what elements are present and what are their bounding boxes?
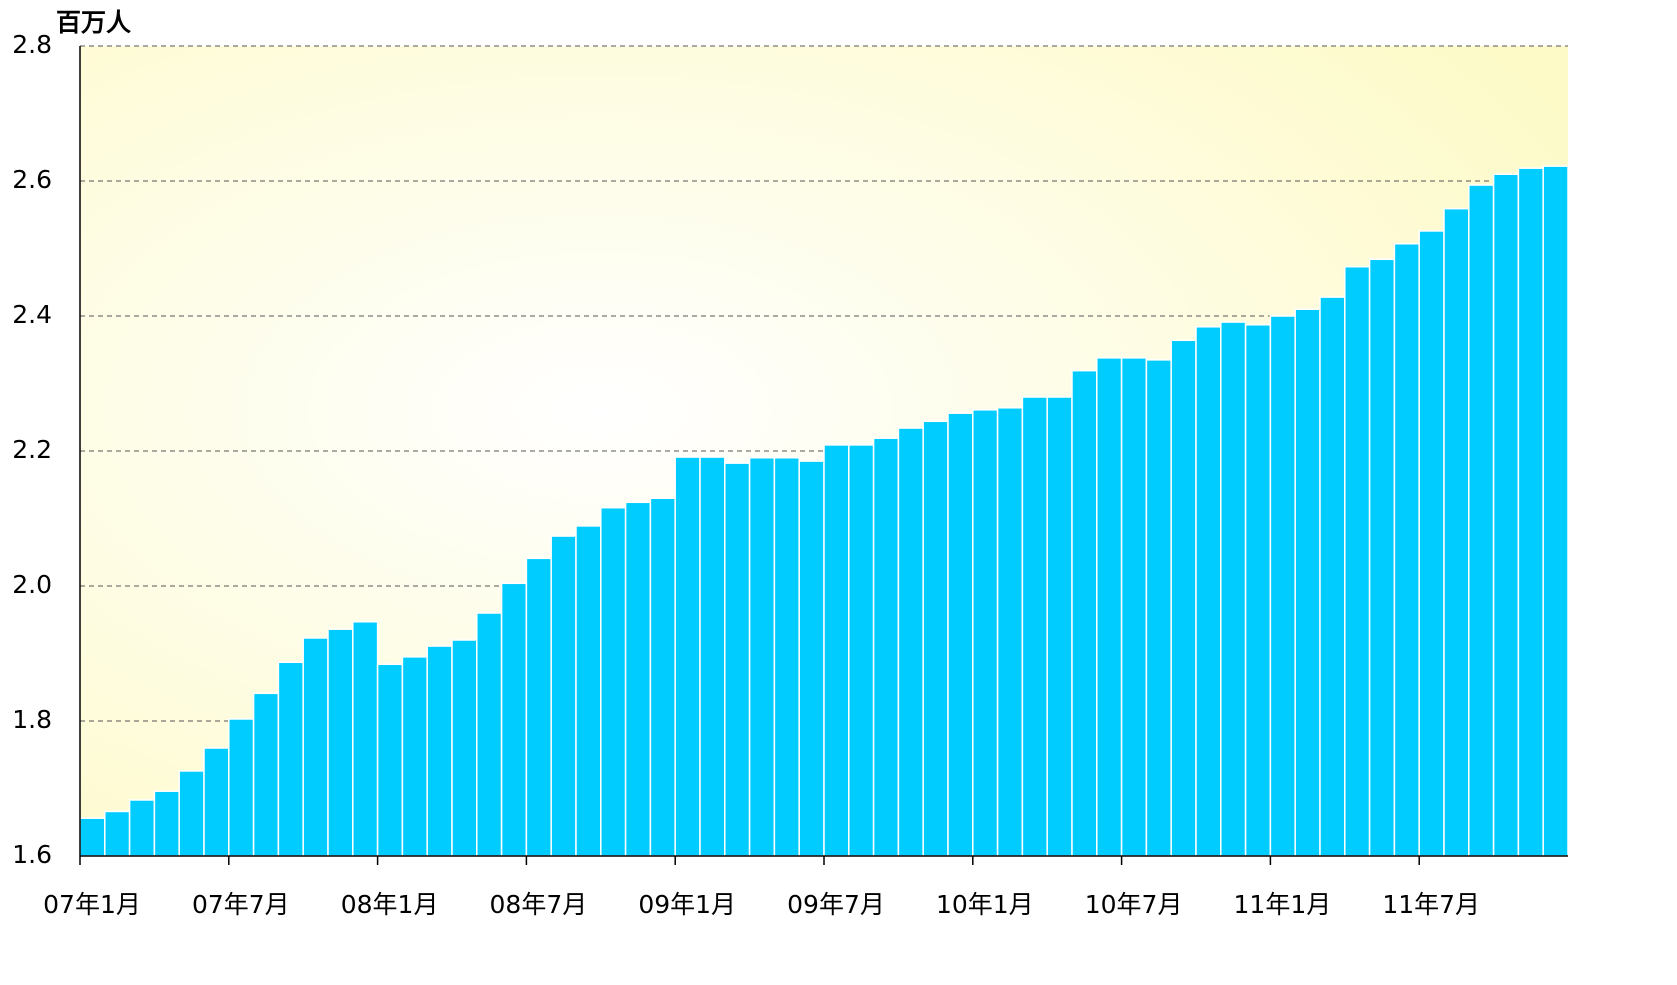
bar	[600, 506, 627, 857]
bar	[624, 501, 652, 857]
bar	[79, 817, 106, 857]
bar	[1294, 308, 1321, 857]
bar	[1145, 359, 1172, 857]
bar	[153, 790, 180, 857]
bar	[1021, 396, 1048, 857]
bar	[699, 456, 726, 857]
bar	[228, 718, 255, 857]
bar	[525, 557, 552, 857]
bar	[872, 437, 900, 857]
x-tick-label: 10年1月	[936, 890, 1034, 919]
bar	[947, 412, 974, 857]
y-tick-label: 2.4	[12, 300, 52, 329]
bar	[748, 457, 776, 857]
bar	[1368, 258, 1396, 857]
y-tick-label: 1.8	[12, 705, 52, 734]
x-tick-label: 09年1月	[638, 890, 736, 919]
bar	[1542, 165, 1569, 857]
bar	[823, 444, 850, 857]
bar	[1443, 207, 1470, 857]
bar	[922, 420, 949, 857]
bar	[1071, 369, 1098, 857]
x-tick-label: 11年7月	[1382, 890, 1480, 919]
bar	[848, 444, 875, 857]
x-tick-label: 09年7月	[787, 890, 885, 919]
bar	[1393, 243, 1420, 857]
y-axis-label: 百万人	[56, 8, 131, 37]
bar	[575, 525, 602, 857]
bar	[128, 799, 156, 857]
x-tick-label: 08年7月	[490, 890, 588, 919]
bar	[500, 582, 528, 857]
bar	[1468, 184, 1495, 857]
bar	[1170, 339, 1197, 857]
bar	[550, 535, 577, 857]
bar	[1492, 173, 1520, 857]
y-tick-label: 1.6	[12, 840, 52, 869]
bar	[327, 628, 354, 857]
bar	[1344, 265, 1371, 857]
y-tick-label: 2.6	[12, 165, 52, 194]
bar	[178, 770, 205, 857]
bar	[1195, 326, 1222, 857]
bar	[773, 457, 800, 857]
y-tick-label: 2.8	[12, 30, 52, 59]
x-tick-label: 07年1月	[43, 890, 141, 919]
bar	[724, 462, 751, 857]
bar	[1269, 315, 1296, 857]
bar	[476, 612, 503, 857]
bar	[649, 497, 676, 857]
y-tick-label: 2.0	[12, 570, 52, 599]
x-tick-label: 11年1月	[1234, 890, 1332, 919]
bar	[1220, 321, 1247, 857]
y-tick-label: 2.2	[12, 435, 52, 464]
bar	[897, 427, 924, 857]
x-tick-label: 07年7月	[192, 890, 290, 919]
bar	[252, 692, 280, 857]
bar	[798, 460, 825, 857]
bar	[1096, 357, 1123, 857]
bar	[972, 409, 999, 857]
x-tick-label: 08年1月	[341, 890, 439, 919]
bar	[674, 456, 701, 857]
bar	[1120, 357, 1148, 857]
bar	[996, 407, 1024, 857]
bar	[1046, 396, 1073, 857]
bar	[1418, 230, 1445, 857]
bar	[352, 621, 379, 857]
bar	[1517, 167, 1544, 857]
bar	[302, 637, 329, 857]
bar	[451, 639, 478, 857]
bar	[426, 645, 453, 857]
bar	[1244, 324, 1272, 857]
bar	[104, 810, 131, 857]
bar	[1319, 296, 1346, 857]
bar	[376, 663, 404, 857]
bar	[277, 661, 304, 857]
x-tick-label: 10年7月	[1085, 890, 1183, 919]
bar	[203, 747, 230, 857]
bar	[401, 656, 428, 857]
